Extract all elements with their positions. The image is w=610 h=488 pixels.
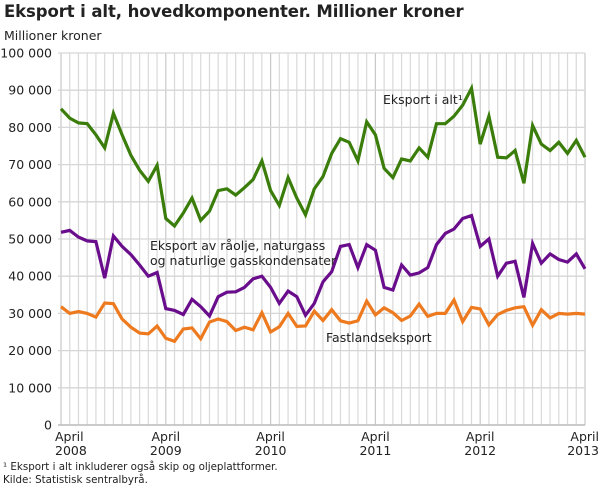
series-line <box>60 296 586 344</box>
series-label: og naturlige gasskondensater <box>150 253 337 268</box>
x-axis-ticks: April2008April2009April2010April2011Apri… <box>55 424 599 458</box>
x-tick-label: 2009 <box>150 443 182 458</box>
series-label: Fastlandseksport <box>326 330 432 345</box>
x-tick-label: April <box>55 429 84 444</box>
x-tick-label: 2008 <box>55 443 87 458</box>
y-tick-label: 60 000 <box>8 194 52 209</box>
grid-lines <box>58 52 586 426</box>
y-tick-label: 0 <box>44 418 52 433</box>
series-lines <box>59 83 587 344</box>
y-tick-label: 70 000 <box>8 157 52 172</box>
x-tick-label: April <box>570 429 599 444</box>
source-note: Kilde: Statistisk sentralbyrå. <box>3 474 148 486</box>
y-tick-label: 30 000 <box>8 306 52 321</box>
x-tick-label: 2012 <box>464 443 496 458</box>
y-tick-label: 90 000 <box>8 83 52 98</box>
y-tick-label: 10 000 <box>8 380 52 395</box>
chart-title: Eksport i alt, hovedkomponenter. Million… <box>4 2 464 21</box>
x-tick-label: 2010 <box>255 443 287 458</box>
x-tick-label: April <box>256 429 285 444</box>
y-axis-ticks: 0 10 000 20 000 30 000 40 000 50 000 60 000 70 … <box>0 46 52 433</box>
x-tick-label: April <box>466 429 495 444</box>
series-line <box>59 83 587 229</box>
series-line <box>60 213 587 319</box>
series-labels: Eksport i alt¹ Eksport av råolje, naturga… <box>150 92 463 345</box>
x-tick-label: 2013 <box>567 443 599 458</box>
x-tick-label: 2011 <box>359 443 391 458</box>
series-label: Eksport av råolje, naturgass <box>150 238 325 253</box>
y-tick-label: 50 000 <box>8 232 52 247</box>
y-tick-label: 100 000 <box>0 46 52 61</box>
footnote: ¹ Eksport i alt inkluderer også skip og … <box>3 461 278 473</box>
x-tick-label: April <box>152 429 181 444</box>
y-tick-label: 80 000 <box>8 120 52 135</box>
x-tick-label: April <box>361 429 390 444</box>
y-tick-label: 20 000 <box>8 343 52 358</box>
y-axis-label: Millioner kroner <box>4 28 102 43</box>
series-label: Eksport i alt¹ <box>383 92 463 107</box>
y-tick-label: 40 000 <box>8 269 52 284</box>
